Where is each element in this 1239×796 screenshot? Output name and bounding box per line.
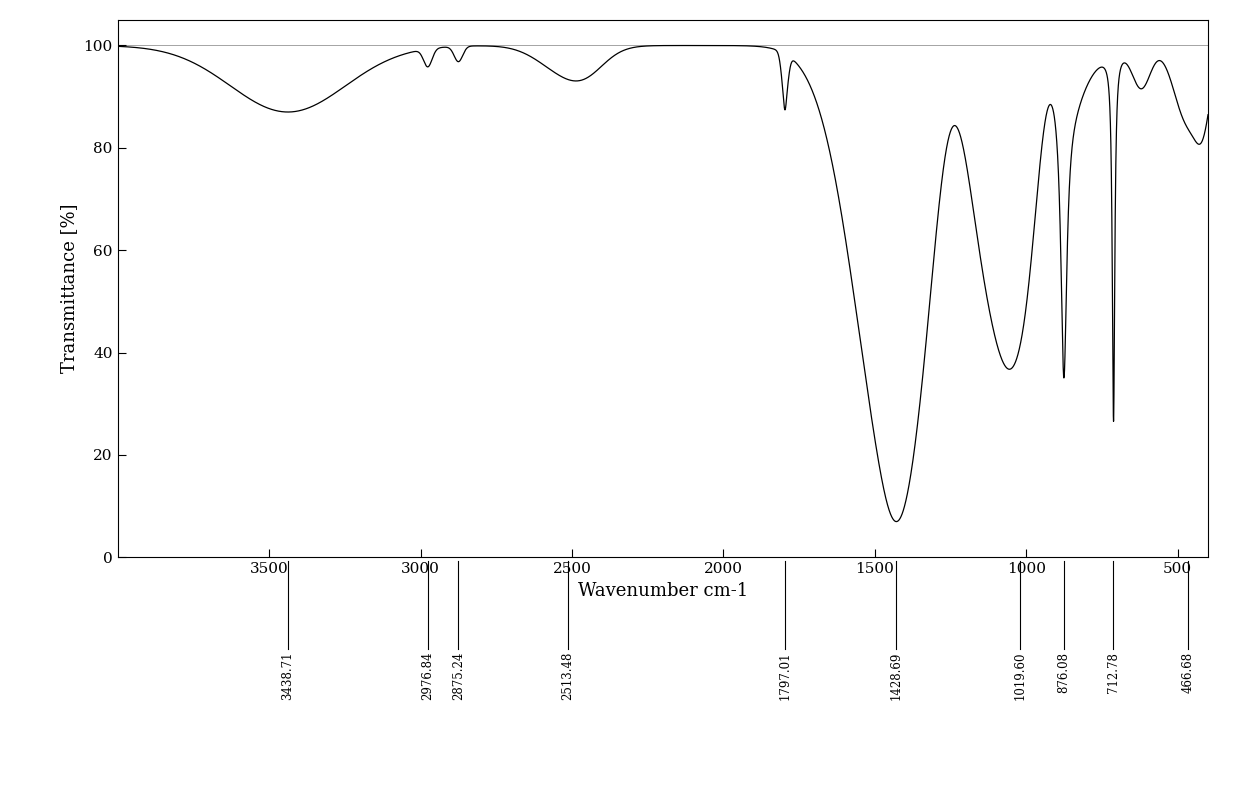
Text: 2513.48: 2513.48	[561, 652, 575, 700]
Text: 1019.60: 1019.60	[1014, 652, 1027, 700]
Text: 2875.24: 2875.24	[452, 652, 465, 700]
Text: 712.78: 712.78	[1106, 652, 1120, 693]
Text: 876.08: 876.08	[1057, 652, 1070, 693]
Text: 3438.71: 3438.71	[281, 652, 294, 700]
Text: 1797.01: 1797.01	[778, 652, 792, 700]
Y-axis label: Transmittance [%]: Transmittance [%]	[59, 204, 78, 373]
Text: 2976.84: 2976.84	[421, 652, 434, 700]
X-axis label: Wavenumber cm-1: Wavenumber cm-1	[577, 582, 748, 599]
Text: 1428.69: 1428.69	[890, 652, 903, 700]
Text: 466.68: 466.68	[1181, 652, 1194, 693]
